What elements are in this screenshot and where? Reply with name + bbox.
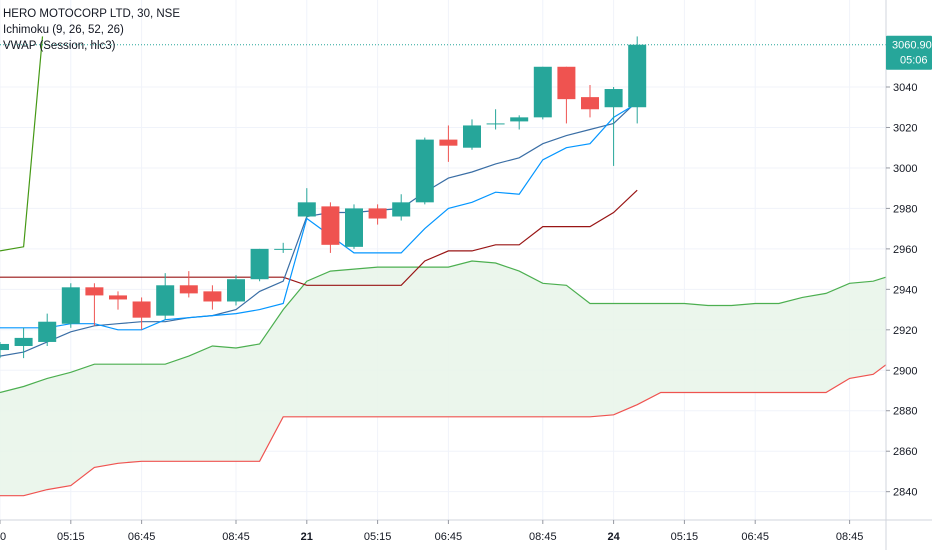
indicator-vwap-label[interactable]: VWAP (Session, hlc3) (3, 40, 116, 52)
candle-body (321, 206, 340, 245)
price-tick-label: 2960 (893, 244, 917, 256)
candle-body (415, 139, 434, 203)
candle[interactable] (85, 283, 104, 326)
lagging-span-line (0, 36, 44, 252)
chart-legend: HERO MOTOCORP LTD, 30, NSE Ichimoku (9, … (3, 6, 180, 54)
candle-body (345, 208, 363, 247)
time-tick-label: 06:45 (741, 531, 769, 543)
candle-body (132, 301, 151, 318)
candle[interactable] (179, 271, 198, 298)
time-tick-label: 21 (301, 531, 313, 543)
vwap-line (0, 100, 638, 357)
time-tick-label: 24 (607, 531, 620, 543)
price-tick-label: 2860 (893, 446, 917, 458)
candle-body (203, 291, 222, 302)
candle[interactable] (14, 327, 33, 359)
price-tick-label: 2920 (893, 325, 917, 337)
last-price-label: 3060.90 (892, 40, 932, 52)
candle[interactable] (557, 66, 576, 124)
candle-body (85, 287, 104, 296)
time-axis-bg[interactable] (0, 520, 932, 550)
candle[interactable] (604, 87, 623, 166)
candle[interactable] (463, 119, 481, 150)
ichimoku-cloud (0, 261, 893, 496)
lead-span-a-line (0, 260, 893, 394)
candle[interactable] (368, 204, 387, 225)
candle[interactable] (132, 297, 151, 330)
candle-body (227, 279, 245, 302)
candle-body (463, 125, 481, 148)
candle-body (297, 202, 316, 217)
time-tick-label: 08:45 (836, 531, 864, 543)
candle[interactable] (628, 36, 647, 124)
time-tick-label: 08:45 (529, 531, 557, 543)
candle-body (439, 139, 458, 146)
candle[interactable] (38, 313, 57, 346)
time-tick-label: 06:45 (435, 531, 463, 543)
candle-body (156, 285, 175, 316)
price-tick-label: 3000 (893, 163, 917, 175)
candle-body (557, 66, 576, 100)
price-tick-label: 3040 (893, 82, 917, 94)
candle-body (392, 202, 411, 217)
candle[interactable] (156, 273, 175, 320)
price-tick-label: 3020 (893, 122, 917, 134)
candle[interactable] (392, 194, 411, 221)
candle[interactable] (415, 137, 434, 205)
bar-countdown-label: 05:06 (900, 55, 928, 67)
time-tick-label: 00 (0, 531, 6, 543)
candle-body (510, 117, 529, 122)
cloud-area (0, 261, 893, 496)
candle-body (368, 208, 387, 219)
candle-body (109, 295, 127, 300)
candle-body (14, 337, 33, 346)
candle-body (38, 321, 57, 342)
price-tick-label: 2940 (893, 284, 917, 296)
candle-body (61, 287, 80, 324)
candle[interactable] (321, 202, 340, 253)
price-tick-label: 2840 (893, 487, 917, 499)
candle[interactable] (203, 285, 222, 310)
candle[interactable] (250, 248, 269, 282)
candle-body (250, 248, 269, 280)
price-tick-label: 2900 (893, 365, 917, 377)
candle[interactable] (227, 275, 245, 306)
candle[interactable] (345, 204, 363, 249)
candle[interactable] (533, 66, 552, 120)
candle-body (581, 97, 599, 110)
candle[interactable] (486, 109, 505, 130)
time-tick-label: 05:15 (364, 531, 392, 543)
lead-span-b-line (0, 359, 893, 497)
price-tick-label: 2980 (893, 203, 917, 215)
time-tick-label: 05:15 (57, 531, 85, 543)
last-price-label-bg (886, 35, 932, 70)
base-line (0, 189, 638, 286)
candle-body (604, 89, 623, 108)
candle[interactable] (510, 115, 529, 130)
candle[interactable] (274, 242, 293, 253)
candle[interactable] (0, 341, 9, 359)
candle-body (486, 123, 505, 125)
indicator-ichimoku-label[interactable]: Ichimoku (9, 26, 52, 26) (3, 24, 124, 36)
price-tick-label: 2880 (893, 406, 917, 418)
candle-body (274, 248, 293, 250)
time-tick-label: 06:45 (128, 531, 156, 543)
candle[interactable] (297, 188, 316, 219)
candle-body (628, 44, 647, 108)
price-axis-bg[interactable] (886, 0, 932, 550)
candle-body (0, 343, 9, 351)
candlesticks[interactable] (0, 36, 647, 359)
time-tick-label: 08:45 (222, 531, 250, 543)
candle[interactable] (109, 291, 127, 310)
candle-body (179, 285, 198, 294)
symbol-title[interactable]: HERO MOTOCORP LTD, 30, NSE (3, 8, 181, 20)
time-tick-label: 05:15 (671, 531, 699, 543)
candle[interactable] (581, 84, 599, 118)
candle[interactable] (61, 283, 80, 328)
candle[interactable] (439, 125, 458, 162)
candle-body (533, 66, 552, 118)
